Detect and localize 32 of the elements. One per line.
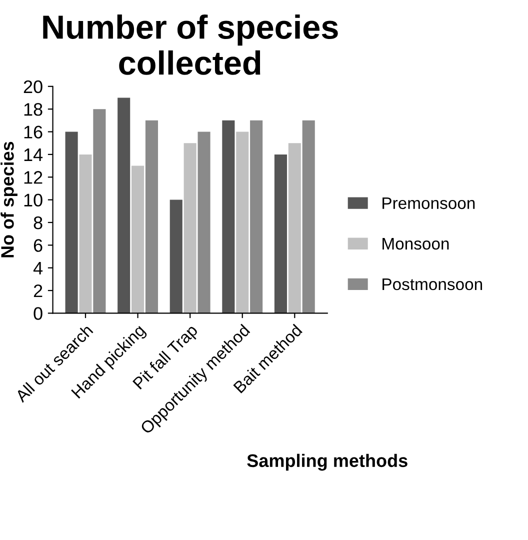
y-axis-title: No of species <box>0 142 18 258</box>
bar <box>184 143 196 314</box>
bar <box>170 200 182 314</box>
bar <box>145 120 158 314</box>
y-tick-label: 0 <box>34 307 42 320</box>
legend-label: Monsoon <box>382 238 449 250</box>
bar <box>288 143 301 314</box>
y-tick-label: 12 <box>24 171 42 184</box>
bar <box>274 154 287 314</box>
bar <box>250 120 263 314</box>
bar <box>118 98 130 314</box>
bar <box>222 120 235 314</box>
y-tick-label: 4 <box>33 262 43 274</box>
legend-label: Premonsoon <box>382 197 475 210</box>
y-tick-label: 18 <box>24 103 42 116</box>
bar <box>79 154 92 314</box>
bar <box>236 132 249 314</box>
x-axis-title: Sampling methods <box>247 454 408 471</box>
bar <box>198 132 210 314</box>
y-tick-label: 6 <box>34 239 42 252</box>
chart-title: Number of species collected <box>43 14 338 75</box>
y-tick-label: 20 <box>24 80 42 94</box>
y-tick-label: 14 <box>24 148 43 161</box>
bar <box>93 109 106 314</box>
y-tick-label: 16 <box>24 126 42 138</box>
y-tick-label: 10 <box>24 194 42 207</box>
y-tick-label: 2 <box>34 284 42 298</box>
y-tick-label: 8 <box>34 216 42 230</box>
bar <box>65 132 78 314</box>
bar <box>302 120 315 314</box>
legend-label: Postmonsoon <box>382 278 482 290</box>
bar <box>132 166 144 314</box>
